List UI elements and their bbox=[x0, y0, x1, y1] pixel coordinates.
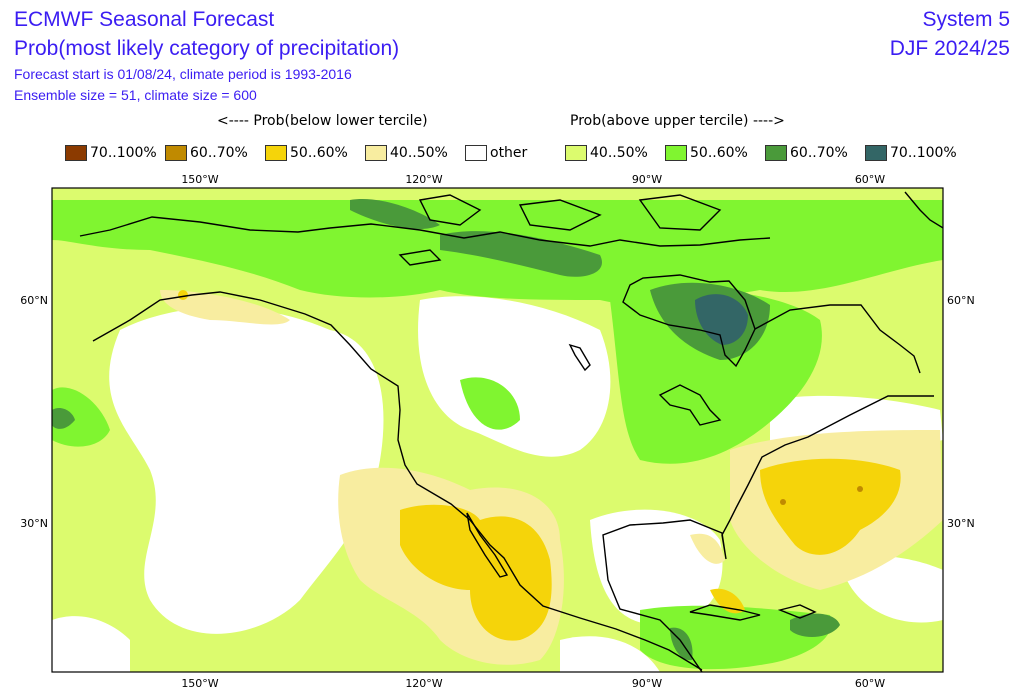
below-60-70-region bbox=[780, 486, 863, 505]
legend-label: 40..50% bbox=[390, 145, 448, 161]
legend-swatch bbox=[165, 145, 187, 161]
system-label: System 5 bbox=[922, 8, 1010, 31]
lat-label-left: 60°N bbox=[20, 294, 48, 307]
lat-label-right: 60°N bbox=[947, 294, 975, 307]
legend-below-heading: <---- Prob(below lower tercile) bbox=[217, 113, 428, 129]
legend-swatch bbox=[65, 145, 87, 161]
lon-label-bottom: 120°W bbox=[405, 677, 442, 690]
probability-field bbox=[52, 188, 943, 672]
ensemble-info: Ensemble size = 51, climate size = 600 bbox=[14, 87, 257, 103]
legend-item: other bbox=[465, 145, 527, 161]
legend-item: 40..50% bbox=[565, 145, 648, 161]
coastlines bbox=[79, 191, 943, 672]
legend-item: 70..100% bbox=[65, 145, 157, 161]
legend-swatch bbox=[665, 145, 687, 161]
legend-item: 60..70% bbox=[765, 145, 848, 161]
legend-label: other bbox=[490, 145, 528, 161]
legend-swatch bbox=[465, 145, 487, 161]
lon-label-top: 90°W bbox=[632, 173, 662, 186]
legend-item: 50..60% bbox=[265, 145, 348, 161]
legend-label: 50..60% bbox=[690, 145, 748, 161]
map-subtitle: Prob(most likely category of precipitati… bbox=[14, 37, 400, 60]
legend-swatch bbox=[565, 145, 587, 161]
legend-swatch bbox=[365, 145, 387, 161]
map-title: ECMWF Seasonal Forecast bbox=[14, 8, 275, 31]
forecast-info: Forecast start is 01/08/24, climate peri… bbox=[14, 66, 352, 82]
legend-item: 40..50% bbox=[365, 145, 448, 161]
lat-label-right: 30°N bbox=[947, 517, 975, 530]
other-region bbox=[52, 296, 943, 672]
lon-label-top: 150°W bbox=[181, 173, 218, 186]
legend-item: 50..60% bbox=[665, 145, 748, 161]
legend-label: 60..70% bbox=[790, 145, 848, 161]
legend-label: 40..50% bbox=[590, 145, 648, 161]
legend-swatch bbox=[265, 145, 287, 161]
legend-label: 70..100% bbox=[890, 145, 957, 161]
lon-label-top: 120°W bbox=[405, 173, 442, 186]
legend-label: 70..100% bbox=[90, 145, 157, 161]
lon-label-bottom: 60°W bbox=[855, 677, 885, 690]
legend-swatch bbox=[765, 145, 787, 161]
legend-item: 70..100% bbox=[865, 145, 957, 161]
below-50-60-region bbox=[178, 290, 901, 641]
legend-item: 60..70% bbox=[165, 145, 248, 161]
legend-label: 50..60% bbox=[290, 145, 348, 161]
legend-above-heading: Prob(above upper tercile) ----> bbox=[570, 113, 785, 129]
legend-label: 60..70% bbox=[190, 145, 248, 161]
lon-label-top: 60°W bbox=[855, 173, 885, 186]
map-frame bbox=[51, 187, 944, 673]
lat-label-left: 30°N bbox=[20, 517, 48, 530]
lon-label-bottom: 90°W bbox=[632, 677, 662, 690]
season-label: DJF 2024/25 bbox=[889, 37, 1010, 60]
lon-label-bottom: 150°W bbox=[181, 677, 218, 690]
legend-swatch bbox=[865, 145, 887, 161]
